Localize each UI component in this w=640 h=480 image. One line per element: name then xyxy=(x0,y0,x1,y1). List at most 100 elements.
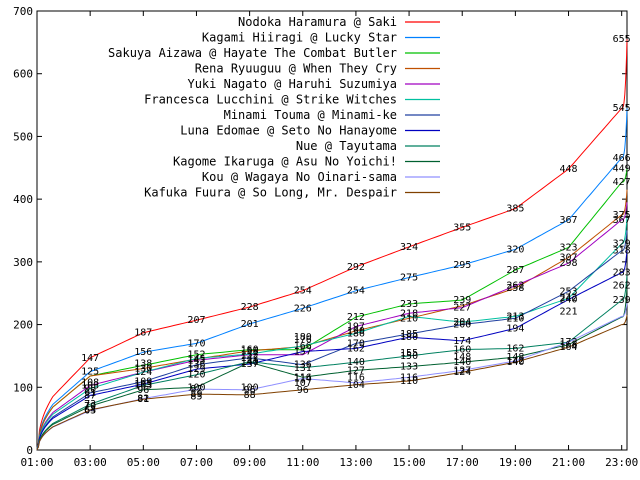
x-tick-label: 15:00 xyxy=(393,456,426,469)
data-label: 107 xyxy=(294,378,312,389)
data-label: 204 xyxy=(453,317,471,328)
data-label: 254 xyxy=(294,286,312,297)
data-label: 367 xyxy=(560,215,578,226)
data-label: 97 xyxy=(190,384,202,395)
data-label: 160 xyxy=(241,345,259,356)
data-label: 81 xyxy=(137,394,149,405)
data-label: 227 xyxy=(453,303,471,314)
data-label: 162 xyxy=(506,343,524,354)
data-label: 96 xyxy=(137,385,149,396)
data-label: 157 xyxy=(294,347,312,358)
data-label: 170 xyxy=(187,338,205,349)
data-label: 145 xyxy=(187,354,205,365)
x-tick-label: 23:00 xyxy=(605,456,638,469)
data-label: 136 xyxy=(294,360,312,371)
data-label: 262 xyxy=(506,281,524,292)
data-label: 166 xyxy=(294,341,312,352)
data-label: 85 xyxy=(190,392,202,403)
legend-label: Rena Ryuuguu @ When They Cry xyxy=(195,62,397,76)
data-label: 200 xyxy=(453,320,471,331)
data-label: 160 xyxy=(453,345,471,356)
data-label: 140 xyxy=(506,357,524,368)
data-label: 221 xyxy=(560,306,578,317)
data-label: 96 xyxy=(297,385,309,396)
x-tick-label: 19:00 xyxy=(499,456,532,469)
data-label: 170 xyxy=(347,338,365,349)
data-label: 187 xyxy=(134,328,152,339)
data-label: 329 xyxy=(613,239,631,250)
data-label: 186 xyxy=(347,328,365,339)
data-label: 545 xyxy=(613,103,631,114)
legend-label: Kagome Ikaruga @ Asu No Yoichi! xyxy=(173,155,397,169)
data-label: 100 xyxy=(187,382,205,393)
legend-label: Kou @ Wagaya No Oinari-sama xyxy=(202,170,397,184)
data-label: 258 xyxy=(506,283,524,294)
data-label: 197 xyxy=(347,321,365,332)
data-label: 105 xyxy=(134,379,152,390)
data-label: 82 xyxy=(137,394,149,405)
data-label: 110 xyxy=(400,376,418,387)
data-label: 174 xyxy=(453,336,471,347)
data-label: 242 xyxy=(560,293,578,304)
data-label: 127 xyxy=(453,365,471,376)
data-label: 292 xyxy=(347,262,365,273)
data-label: 116 xyxy=(347,372,365,383)
data-label: 427 xyxy=(613,177,631,188)
legend-label: Kagami Hiiragi @ Lucky Star xyxy=(202,31,397,45)
legend-label: Francesca Lucchini @ Strike Witches xyxy=(144,93,397,107)
data-label: 253 xyxy=(560,286,578,297)
data-label: 124 xyxy=(453,367,471,378)
series-line-5 xyxy=(36,202,628,451)
data-label: 155 xyxy=(400,348,418,359)
data-label: 125 xyxy=(81,367,99,378)
data-label: 239 xyxy=(613,295,631,306)
data-label: 103 xyxy=(81,380,99,391)
series-line-4 xyxy=(36,189,628,451)
data-label: 114 xyxy=(294,374,312,385)
y-tick-label: 500 xyxy=(13,130,33,143)
data-label: 103 xyxy=(134,380,152,391)
data-label: 176 xyxy=(294,335,312,346)
data-label: 212 xyxy=(347,312,365,323)
data-label: 448 xyxy=(560,164,578,175)
data-label: 158 xyxy=(241,346,259,357)
series-line-9 xyxy=(36,274,628,451)
series-lines xyxy=(36,39,628,451)
data-label: 152 xyxy=(241,350,259,361)
data-label: 104 xyxy=(347,380,365,391)
x-tick-label: 01:00 xyxy=(20,456,53,469)
y-tick-label: 600 xyxy=(13,68,33,81)
data-label: 262 xyxy=(613,281,631,292)
x-tick-label: 21:00 xyxy=(552,456,585,469)
data-label: 218 xyxy=(400,308,418,319)
legend-label: Kafuka Fuura @ So Long, Mr. Despair xyxy=(144,186,397,200)
data-label: 91 xyxy=(84,388,96,399)
data-label: 239 xyxy=(453,295,471,306)
data-label: 172 xyxy=(560,337,578,348)
data-labels: 1471872072282542923243553854486551251561… xyxy=(81,34,631,416)
data-label: 116 xyxy=(294,372,312,383)
data-label: 152 xyxy=(187,350,205,361)
data-label: 138 xyxy=(134,358,152,369)
legend-label: Minami Touma @ Minami-ke xyxy=(224,108,397,122)
x-tick-label: 11:00 xyxy=(286,456,319,469)
legend-label: Luna Edomae @ Seto No Hanayome xyxy=(180,124,397,138)
data-label: 194 xyxy=(506,323,524,334)
series-line-1 xyxy=(36,39,628,451)
data-label: 131 xyxy=(294,363,312,374)
data-label: 98 xyxy=(84,384,96,395)
data-label: 295 xyxy=(453,260,471,271)
data-label: 148 xyxy=(506,352,524,363)
data-label: 147 xyxy=(81,353,99,364)
data-label: 164 xyxy=(560,342,578,353)
data-label: 142 xyxy=(506,356,524,367)
axes: 0 100 200 300 400 500 600 700 01:00 03:00 05:00 07:… xyxy=(13,5,638,469)
data-label: 655 xyxy=(613,34,631,45)
data-label: 133 xyxy=(400,362,418,373)
data-label: 143 xyxy=(187,355,205,366)
data-label: 210 xyxy=(400,313,418,324)
data-label: 210 xyxy=(506,313,524,324)
data-label: 180 xyxy=(294,332,312,343)
